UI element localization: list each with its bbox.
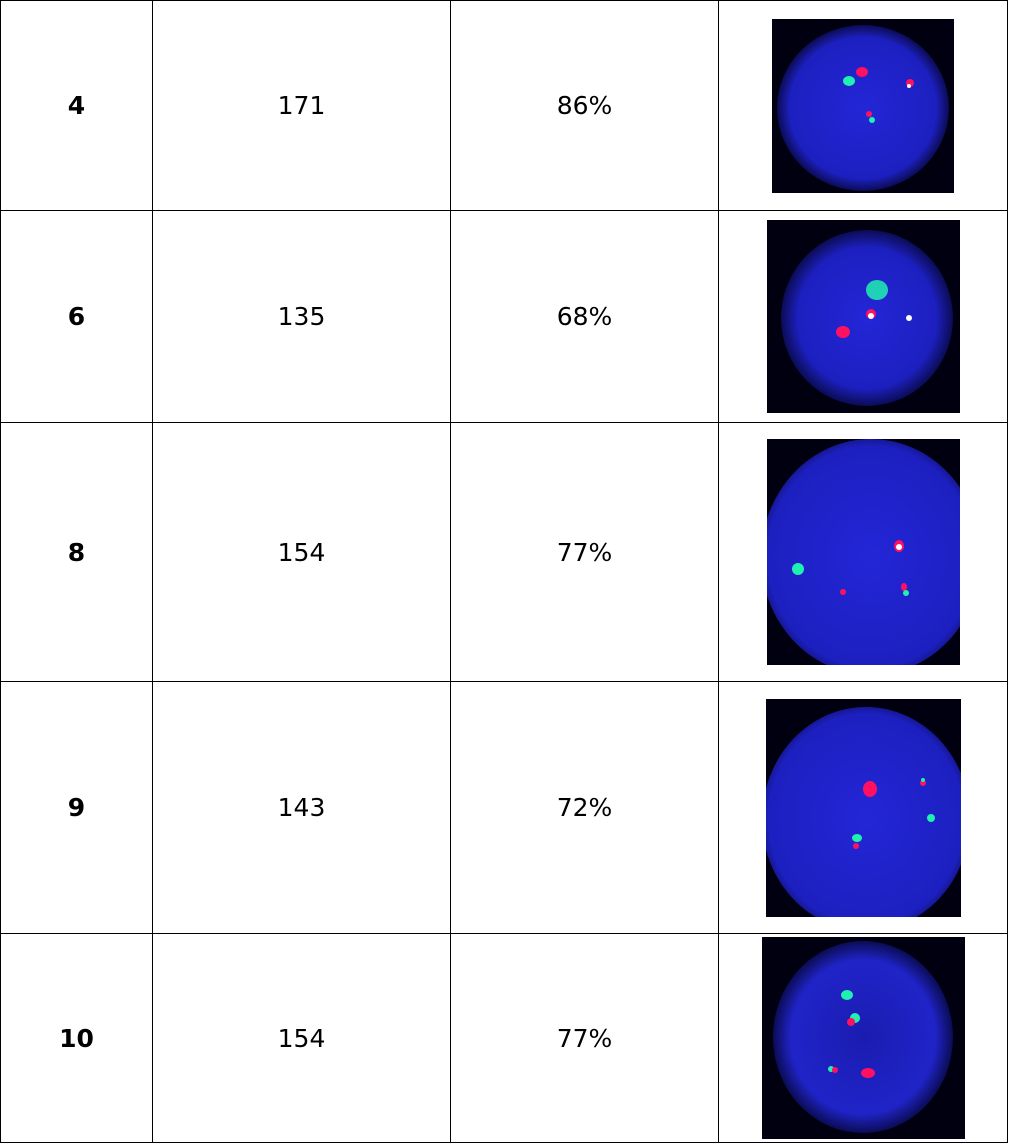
count-cell: 171 [152, 0, 451, 211]
table-row: 9 143 72% [0, 681, 1008, 934]
sample-id-cell: 8 [0, 422, 153, 682]
sample-id-cell: 4 [0, 0, 153, 211]
sample-id-cell: 10 [0, 933, 153, 1143]
fish-image-cell [718, 933, 1008, 1143]
table-row: 10 154 77% [0, 933, 1008, 1143]
fish-nucleus-image [761, 937, 965, 1139]
percent-cell: 68% [450, 210, 719, 423]
fish-nucleus-image [772, 18, 954, 193]
percent-cell: 77% [450, 422, 719, 682]
fish-image-cell [718, 422, 1008, 682]
fish-nucleus-image [766, 439, 960, 665]
fish-image-cell [718, 0, 1008, 211]
count-cell: 154 [152, 933, 451, 1143]
count-cell: 135 [152, 210, 451, 423]
count-cell: 143 [152, 681, 451, 934]
percent-cell: 86% [450, 0, 719, 211]
sample-id-cell: 9 [0, 681, 153, 934]
table-row: 4 171 86% [0, 0, 1008, 211]
count-cell: 154 [152, 422, 451, 682]
table-row: 8 154 77% [0, 422, 1008, 682]
percent-cell: 72% [450, 681, 719, 934]
fish-nucleus-image [766, 220, 960, 413]
fish-image-cell [718, 681, 1008, 934]
percent-cell: 77% [450, 933, 719, 1143]
sample-id-cell: 6 [0, 210, 153, 423]
table-row: 6 135 68% [0, 210, 1008, 423]
fish-nucleus-image [765, 698, 961, 917]
fish-image-cell [718, 210, 1008, 423]
